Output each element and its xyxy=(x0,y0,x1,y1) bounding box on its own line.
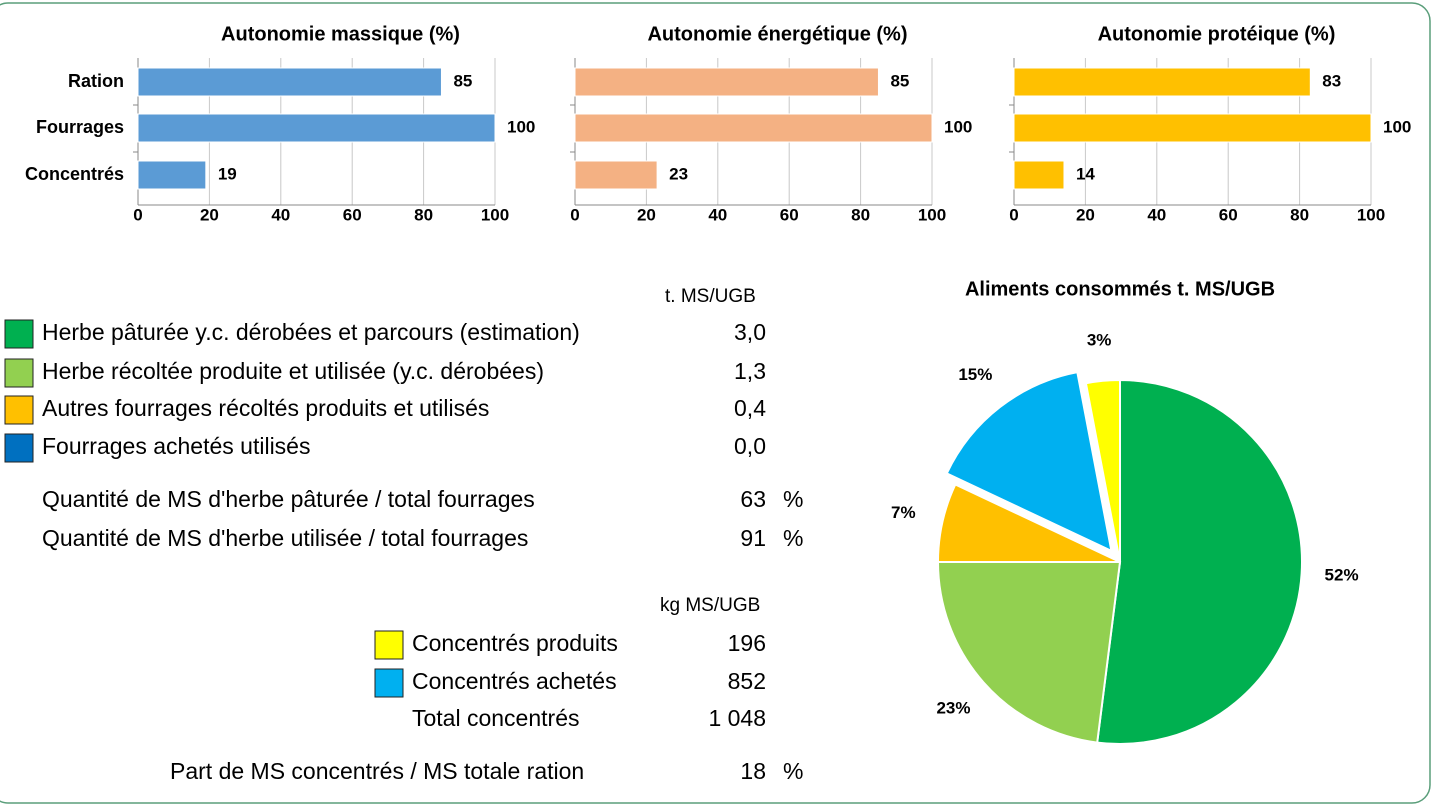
x-tick-label: 60 xyxy=(343,205,362,224)
bar xyxy=(574,67,879,97)
ratio-label: Quantité de MS d'herbe pâturée / total f… xyxy=(42,486,535,512)
x-tick-label: 80 xyxy=(1290,205,1309,224)
data-label: 23 xyxy=(669,164,688,183)
category-label: Fourrages xyxy=(36,117,124,137)
row-label: Herbe pâturée y.c. dérobées et parcours … xyxy=(42,319,580,345)
data-label: 3% xyxy=(1087,330,1112,349)
x-tick-label: 40 xyxy=(271,205,290,224)
chart-title: Aliments consommés t. MS/UGB xyxy=(965,278,1275,300)
pie-slice xyxy=(936,483,1121,563)
legend-swatch xyxy=(374,630,404,660)
x-tick-label: 60 xyxy=(1219,205,1238,224)
chart-title: Autonomie massique (%) xyxy=(221,23,460,45)
row-value: 3,0 xyxy=(734,319,766,345)
unit-header: t. MS/UGB xyxy=(665,286,756,307)
data-label: 100 xyxy=(944,117,972,136)
data-label: 15% xyxy=(958,365,992,384)
part-unit: % xyxy=(783,758,803,784)
row-value: 1,3 xyxy=(734,358,766,384)
data-label: 85 xyxy=(890,71,909,90)
data-label: 7% xyxy=(891,503,916,522)
x-tick-label: 100 xyxy=(1357,205,1385,224)
data-label: 100 xyxy=(507,117,535,136)
legend-swatch xyxy=(4,433,34,463)
ratio-unit: % xyxy=(783,486,803,512)
data-label: 23% xyxy=(936,698,970,717)
x-tick-label: 40 xyxy=(1147,205,1166,224)
ratio-value: 63 xyxy=(740,486,766,512)
legend-swatch xyxy=(4,319,34,349)
legend-swatch xyxy=(374,668,404,698)
total-value: 1 048 xyxy=(708,705,766,731)
data-label: 19 xyxy=(218,164,237,183)
x-tick-label: 100 xyxy=(918,205,946,224)
ratio-value: 91 xyxy=(740,525,766,551)
part-label: Part de MS concentrés / MS totale ration xyxy=(170,758,584,784)
legend-swatch xyxy=(4,395,34,425)
bar xyxy=(137,113,496,143)
pie-slice xyxy=(1096,378,1303,745)
pie-slice xyxy=(945,370,1113,553)
row-label: Autres fourrages récoltés produits et ut… xyxy=(42,395,489,421)
x-tick-label: 20 xyxy=(637,205,656,224)
x-tick-label: 0 xyxy=(1009,205,1018,224)
category-label: Ration xyxy=(68,71,124,91)
row-value: 0,4 xyxy=(734,395,766,421)
data-label: 83 xyxy=(1322,71,1341,90)
ratio-unit: % xyxy=(783,525,803,551)
bar xyxy=(137,67,442,97)
row-value: 196 xyxy=(728,630,766,656)
ratio-label: Quantité de MS d'herbe utilisée / total … xyxy=(42,525,528,551)
bar xyxy=(1013,67,1311,97)
row-label: Fourrages achetés utilisés xyxy=(42,433,310,459)
row-label: Herbe récoltée produite et utilisée (y.c… xyxy=(42,358,544,384)
data-label: 14 xyxy=(1076,164,1095,183)
pie-slice xyxy=(1084,378,1121,563)
part-value: 18 xyxy=(740,758,766,784)
bar xyxy=(1013,160,1065,190)
bar xyxy=(1013,113,1372,143)
x-tick-label: 20 xyxy=(200,205,219,224)
data-label: 52% xyxy=(1325,565,1359,584)
x-tick-label: 20 xyxy=(1076,205,1095,224)
row-value: 852 xyxy=(728,668,766,694)
unit-header: kg MS/UGB xyxy=(660,595,760,616)
category-label: Concentrés xyxy=(25,164,124,184)
x-tick-label: 0 xyxy=(133,205,142,224)
x-tick-label: 0 xyxy=(570,205,579,224)
legend-swatch xyxy=(4,358,34,388)
bar xyxy=(574,160,658,190)
row-label: Concentrés achetés xyxy=(412,668,617,694)
bar xyxy=(574,113,933,143)
row-label: Concentrés produits xyxy=(412,630,618,656)
bar xyxy=(137,160,207,190)
x-tick-label: 40 xyxy=(708,205,727,224)
chart-title: Autonomie protéique (%) xyxy=(1098,23,1336,45)
chart-title: Autonomie énergétique (%) xyxy=(647,23,907,45)
x-tick-label: 80 xyxy=(851,205,870,224)
total-label: Total concentrés xyxy=(412,705,579,731)
x-tick-label: 60 xyxy=(780,205,799,224)
row-value: 0,0 xyxy=(734,433,766,459)
x-tick-label: 80 xyxy=(414,205,433,224)
data-label: 85 xyxy=(453,71,472,90)
pie-slice xyxy=(936,561,1122,744)
data-label: 100 xyxy=(1383,117,1411,136)
x-tick-label: 100 xyxy=(481,205,509,224)
